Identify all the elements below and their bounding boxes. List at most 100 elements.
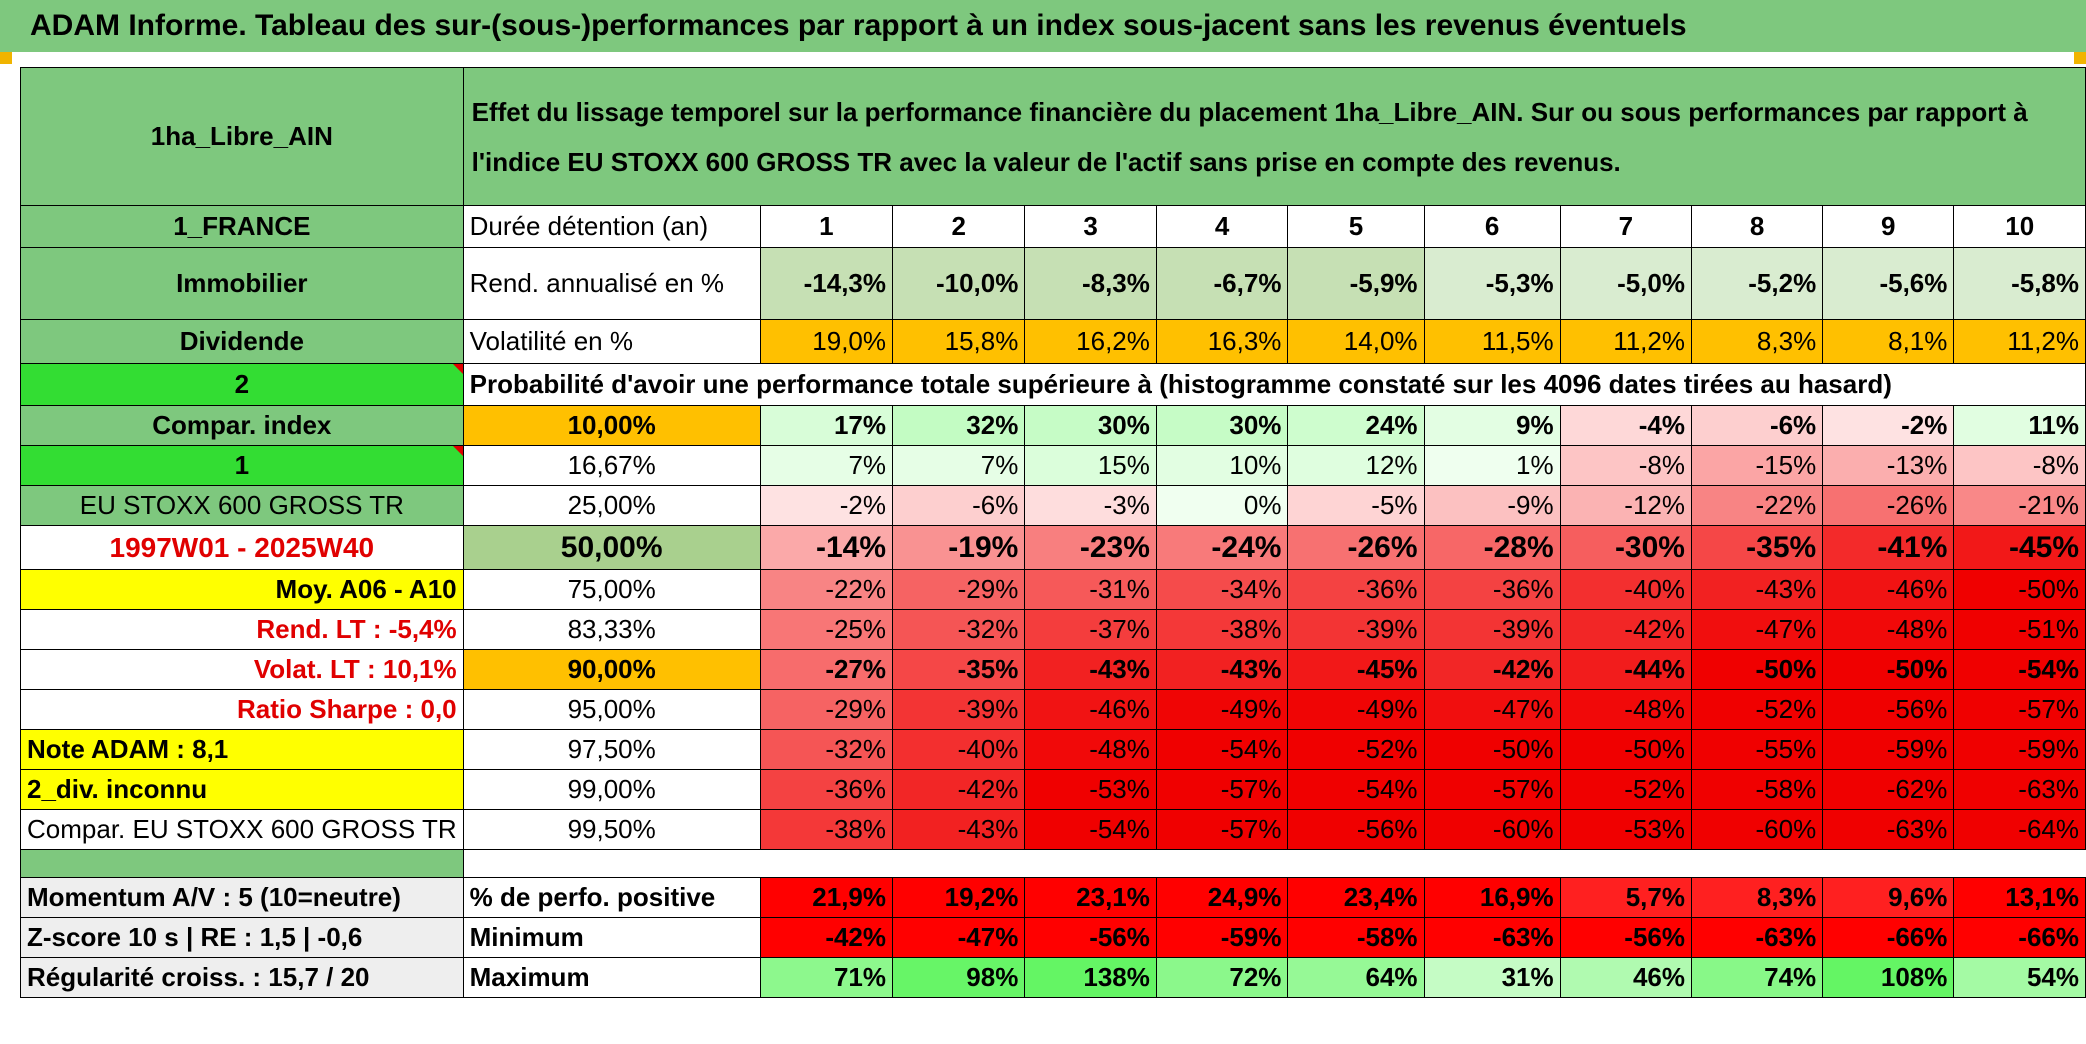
maximum-value: 54% bbox=[1953, 957, 2086, 998]
maximum-value: 71% bbox=[759, 957, 894, 998]
maximum-label: Maximum bbox=[462, 957, 761, 998]
year-header: 9 bbox=[1822, 205, 1955, 248]
percentile-value: -42% bbox=[1559, 609, 1692, 650]
percentile-label: 99,00% bbox=[462, 769, 761, 810]
year-header: 10 bbox=[1953, 205, 2086, 248]
percentile-value: -15% bbox=[1690, 445, 1824, 486]
percentile-value: -50% bbox=[1953, 569, 2086, 610]
volat-lt-label: Volat. LT : 10,1% bbox=[20, 649, 464, 690]
percentile-value: -47% bbox=[1690, 609, 1824, 650]
percentile-value: -6% bbox=[892, 485, 1026, 526]
percentile-value: -57% bbox=[1423, 769, 1561, 810]
percentile-value: -64% bbox=[1953, 809, 2086, 850]
percentile-value: -12% bbox=[1559, 485, 1692, 526]
maximum-value: 98% bbox=[892, 957, 1026, 998]
maximum-value: 138% bbox=[1024, 957, 1157, 998]
percentile-value: -38% bbox=[759, 809, 894, 850]
percentile-value: -30% bbox=[1559, 525, 1692, 570]
table-row: Momentum A/V : 5 (10=neutre)% de perfo. … bbox=[20, 877, 2086, 918]
percentile-value: -43% bbox=[892, 809, 1026, 850]
percentile-value: -46% bbox=[1024, 689, 1157, 730]
compar-index-label: Compar. index bbox=[20, 405, 464, 446]
table-description: Effet du lissage temporel sur la perform… bbox=[462, 67, 2086, 206]
positive-value: 23,4% bbox=[1287, 877, 1425, 918]
rend-value: -14,3% bbox=[759, 247, 894, 320]
percentile-value: -49% bbox=[1155, 689, 1289, 730]
percentile-value: -13% bbox=[1822, 445, 1955, 486]
regularite-label: Régularité croiss. : 15,7 / 20 bbox=[20, 957, 464, 998]
percentile-value: -63% bbox=[1822, 809, 1955, 850]
percentile-value: -43% bbox=[1024, 649, 1157, 690]
percentile-value: -49% bbox=[1287, 689, 1425, 730]
minimum-value: -63% bbox=[1690, 917, 1824, 958]
percentile-value: 15% bbox=[1024, 445, 1157, 486]
div-label: 2_div. inconnu bbox=[20, 769, 464, 810]
percentile-value: -6% bbox=[1690, 405, 1824, 446]
percentile-value: 10% bbox=[1155, 445, 1289, 486]
vol-value: 14,0% bbox=[1287, 319, 1425, 364]
maximum-value: 31% bbox=[1423, 957, 1561, 998]
rend-value: -10,0% bbox=[892, 247, 1026, 320]
year-header: 7 bbox=[1559, 205, 1692, 248]
percentile-value: -19% bbox=[892, 525, 1026, 570]
percentile-value: -32% bbox=[892, 609, 1026, 650]
percentile-value: -43% bbox=[1155, 649, 1289, 690]
vol-value: 8,3% bbox=[1690, 319, 1824, 364]
percentile-value: -41% bbox=[1822, 525, 1955, 570]
performance-table: 1ha_Libre_AIN Effet du lissage temporel s… bbox=[20, 67, 2086, 998]
percentile-value: -22% bbox=[759, 569, 894, 610]
percentile-label: 10,00% bbox=[462, 405, 761, 446]
percentile-value: -54% bbox=[1287, 769, 1425, 810]
year-header: 4 bbox=[1155, 205, 1289, 248]
percentile-value: -38% bbox=[1155, 609, 1289, 650]
maximum-value: 64% bbox=[1287, 957, 1425, 998]
percentile-value: -57% bbox=[1155, 809, 1289, 850]
percentile-value: -57% bbox=[1155, 769, 1289, 810]
percentile-value: -14% bbox=[759, 525, 894, 570]
percentile-value: -50% bbox=[1559, 729, 1692, 770]
percentile-value: -60% bbox=[1423, 809, 1561, 850]
fund-name: 1ha_Libre_AIN bbox=[20, 67, 464, 206]
table-row: Régularité croiss. : 15,7 / 20 Maximum 71%… bbox=[20, 957, 2086, 998]
table-row: EU STOXX 600 GROSS TR 25,00% -2% -6% -3% 0% -5… bbox=[20, 485, 2086, 526]
percentile-value: -2% bbox=[1822, 405, 1955, 446]
maximum-value: 74% bbox=[1690, 957, 1824, 998]
percentile-label: 50,00% bbox=[462, 525, 761, 570]
rend-value: -8,3% bbox=[1024, 247, 1157, 320]
index-name: EU STOXX 600 GROSS TR bbox=[20, 485, 464, 526]
percentile-value: -60% bbox=[1690, 809, 1824, 850]
income-label: Dividende bbox=[20, 319, 464, 364]
vol-value: 15,8% bbox=[892, 319, 1026, 364]
percentile-value: -22% bbox=[1690, 485, 1824, 526]
percentile-value: -23% bbox=[1024, 525, 1157, 570]
percentile-value: -39% bbox=[1287, 609, 1425, 650]
vol-label: Volatilité en % bbox=[462, 319, 761, 364]
percentile-value: -27% bbox=[759, 649, 894, 690]
percentile-value: -37% bbox=[1024, 609, 1157, 650]
corner-marker bbox=[0, 52, 12, 64]
percentile-label: 75,00% bbox=[462, 569, 761, 610]
index-input: 1 bbox=[20, 445, 464, 486]
minimum-value: -42% bbox=[759, 917, 894, 958]
minimum-value: -63% bbox=[1423, 917, 1561, 958]
report-title-bar: ADAM Informe. Tableau des sur-(sous-)per… bbox=[0, 0, 2086, 52]
percentile-value: 1% bbox=[1423, 445, 1561, 486]
percentile-value: 30% bbox=[1024, 405, 1157, 446]
rend-value: -5,6% bbox=[1822, 247, 1955, 320]
percentile-value: -35% bbox=[1690, 525, 1824, 570]
country-label: 1_FRANCE bbox=[20, 205, 464, 248]
table-row: 1ha_Libre_AIN Effet du lissage temporel s… bbox=[20, 67, 2086, 206]
positive-label: % de perfo. positive bbox=[462, 877, 761, 918]
percentile-label: 25,00% bbox=[462, 485, 761, 526]
rend-value: -5,3% bbox=[1423, 247, 1561, 320]
percentile-value: -59% bbox=[1953, 729, 2086, 770]
percentile-value: -52% bbox=[1287, 729, 1425, 770]
percentile-value: -40% bbox=[892, 729, 1026, 770]
table-row: Volat. LT : 10,1% 90,00% -27% -35% -43% -43% -… bbox=[20, 649, 2086, 690]
minimum-value: -56% bbox=[1024, 917, 1157, 958]
year-header: 3 bbox=[1024, 205, 1157, 248]
percentile-value: 12% bbox=[1287, 445, 1425, 486]
positive-value: 8,3% bbox=[1690, 877, 1824, 918]
momentum-label: Momentum A/V : 5 (10=neutre) bbox=[20, 877, 464, 918]
minimum-value: -56% bbox=[1559, 917, 1692, 958]
